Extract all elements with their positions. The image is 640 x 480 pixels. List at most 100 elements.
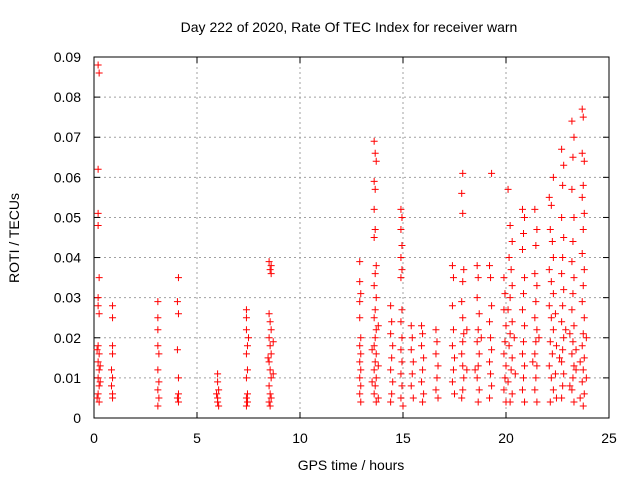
data-point bbox=[448, 378, 456, 386]
axis-ticks bbox=[93, 56, 610, 419]
data-point bbox=[486, 358, 494, 366]
data-point bbox=[506, 221, 514, 229]
data-point bbox=[448, 302, 456, 310]
data-point bbox=[558, 213, 566, 221]
data-point bbox=[579, 402, 587, 410]
data-point bbox=[96, 378, 104, 386]
data-point bbox=[505, 254, 513, 262]
data-point bbox=[562, 326, 570, 334]
data-point bbox=[559, 382, 567, 390]
data-point bbox=[397, 394, 405, 402]
data-point bbox=[266, 366, 274, 374]
data-point bbox=[473, 338, 481, 346]
data-point bbox=[94, 358, 102, 366]
data-point bbox=[418, 322, 426, 330]
data-point bbox=[154, 326, 162, 334]
y-tick-label: 0.06 bbox=[54, 169, 81, 185]
data-point bbox=[532, 242, 540, 250]
data-point bbox=[473, 374, 481, 382]
data-point bbox=[370, 314, 378, 322]
data-point bbox=[576, 394, 584, 402]
data-point bbox=[511, 370, 519, 378]
data-point bbox=[214, 370, 222, 378]
data-point bbox=[569, 338, 577, 346]
data-point bbox=[357, 290, 365, 298]
data-point bbox=[459, 386, 467, 394]
data-point bbox=[433, 374, 441, 382]
y-tick-label: 0.05 bbox=[54, 209, 81, 225]
data-point bbox=[356, 258, 364, 266]
data-point bbox=[266, 390, 274, 398]
data-point bbox=[399, 402, 407, 410]
data-point bbox=[521, 274, 529, 282]
data-point bbox=[93, 394, 101, 402]
data-point bbox=[549, 386, 557, 394]
data-point bbox=[94, 61, 102, 69]
y-tick-label: 0.03 bbox=[54, 290, 81, 306]
data-point bbox=[267, 374, 275, 382]
data-point bbox=[501, 338, 509, 346]
data-point bbox=[576, 358, 584, 366]
data-point bbox=[356, 278, 364, 286]
data-point bbox=[474, 326, 482, 334]
data-point bbox=[418, 378, 426, 386]
data-point bbox=[243, 398, 251, 406]
data-point bbox=[533, 398, 541, 406]
data-point bbox=[94, 374, 102, 382]
data-point bbox=[264, 354, 272, 362]
data-point bbox=[578, 193, 586, 201]
data-point bbox=[471, 366, 479, 374]
data-point bbox=[174, 390, 182, 398]
data-point bbox=[458, 394, 466, 402]
data-point bbox=[572, 366, 580, 374]
data-point bbox=[370, 282, 378, 290]
data-point bbox=[93, 346, 101, 354]
data-point bbox=[570, 362, 578, 370]
data-point bbox=[580, 354, 588, 362]
data-point bbox=[387, 302, 395, 310]
data-point bbox=[154, 402, 162, 410]
data-point bbox=[504, 306, 512, 314]
data-point bbox=[520, 338, 528, 346]
data-point bbox=[371, 270, 379, 278]
data-point bbox=[371, 225, 379, 233]
data-point bbox=[546, 225, 554, 233]
y-tick-label: 0.04 bbox=[54, 250, 81, 266]
data-point bbox=[356, 374, 364, 382]
x-tick-labels: 0 5 10 15 20 25 bbox=[90, 430, 617, 446]
data-point bbox=[505, 342, 513, 350]
data-point bbox=[504, 378, 512, 386]
data-point bbox=[267, 394, 275, 402]
data-point bbox=[568, 117, 576, 125]
data-point bbox=[579, 181, 587, 189]
data-point bbox=[474, 398, 482, 406]
data-point bbox=[475, 386, 483, 394]
data-point bbox=[374, 362, 382, 370]
data-point bbox=[579, 366, 587, 374]
data-point bbox=[568, 258, 576, 266]
data-point bbox=[459, 362, 467, 370]
data-point bbox=[434, 362, 442, 370]
data-point bbox=[95, 274, 103, 282]
data-point bbox=[419, 330, 427, 338]
data-point bbox=[398, 334, 406, 342]
data-point bbox=[432, 350, 440, 358]
data-point bbox=[549, 254, 557, 262]
data-point bbox=[357, 334, 365, 342]
data-point bbox=[397, 225, 405, 233]
data-point bbox=[214, 378, 222, 386]
data-point bbox=[487, 370, 495, 378]
data-point bbox=[95, 310, 103, 318]
data-point bbox=[559, 346, 567, 354]
data-point bbox=[370, 234, 378, 241]
data-point bbox=[372, 374, 380, 382]
data-point bbox=[459, 169, 467, 177]
data-point bbox=[487, 274, 495, 282]
data-point bbox=[387, 398, 395, 406]
data-point bbox=[397, 318, 405, 326]
data-point bbox=[267, 262, 275, 270]
data-point bbox=[265, 334, 273, 342]
data-point bbox=[388, 318, 396, 326]
data-point bbox=[372, 157, 380, 165]
